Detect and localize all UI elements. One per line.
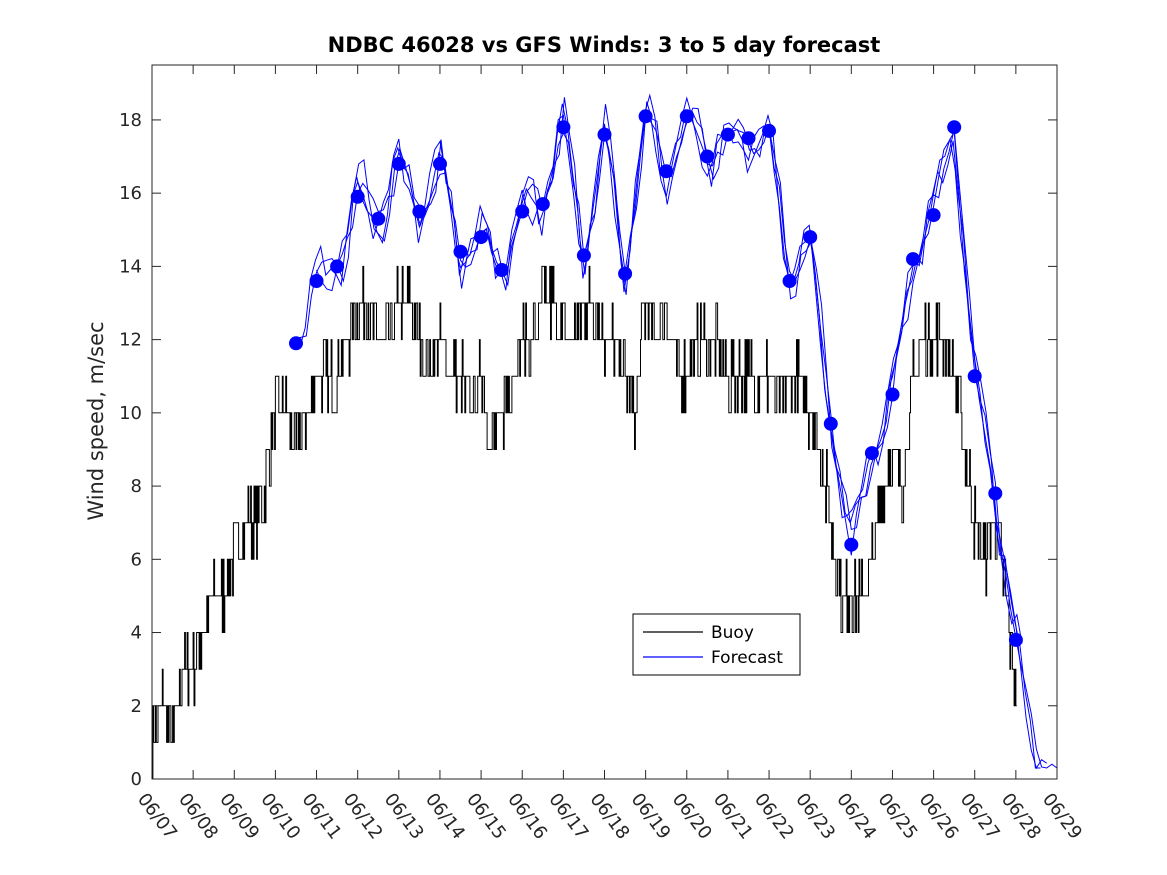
y-tick-label: 0 bbox=[131, 769, 142, 790]
forecast-marker bbox=[782, 274, 797, 288]
forecast-marker bbox=[515, 204, 530, 219]
forecast-marker bbox=[350, 189, 365, 204]
forecast-marker bbox=[576, 248, 591, 263]
forecast-marker bbox=[1008, 632, 1023, 647]
forecast-marker bbox=[433, 156, 447, 171]
forecast-marker bbox=[659, 164, 674, 179]
forecast-marker bbox=[289, 336, 303, 351]
forecast-marker bbox=[597, 127, 612, 142]
forecast-marker bbox=[988, 486, 1003, 501]
forecast-marker bbox=[638, 109, 653, 124]
forecast-marker bbox=[720, 127, 735, 142]
forecast-marker bbox=[823, 416, 838, 431]
y-tick-label: 6 bbox=[131, 549, 142, 570]
forecast-marker bbox=[885, 387, 900, 402]
buoy-series-line bbox=[151, 265, 1017, 780]
forecast-marker bbox=[700, 149, 715, 164]
legend-forecast-label: Forecast bbox=[711, 648, 783, 668]
forecast-marker bbox=[494, 263, 509, 277]
forecast-marker bbox=[309, 274, 324, 288]
forecast-marker bbox=[926, 208, 941, 223]
forecast-series-line-4 bbox=[332, 97, 1023, 644]
forecast-marker bbox=[535, 197, 550, 212]
forecast-marker bbox=[967, 369, 982, 384]
chart-title: NDBC 46028 vs GFS Winds: 3 to 5 day fore… bbox=[328, 33, 881, 57]
forecast-marker bbox=[412, 204, 427, 219]
forecast-marker bbox=[679, 109, 694, 124]
y-axis-label: Wind speed, m/sec bbox=[84, 321, 108, 520]
legend-buoy-label: Buoy bbox=[711, 623, 754, 643]
forecast-marker bbox=[330, 259, 345, 274]
forecast-marker bbox=[803, 230, 818, 245]
y-tick-label: 18 bbox=[119, 110, 142, 131]
forecast-marker bbox=[864, 446, 879, 461]
y-tick-label: 16 bbox=[119, 183, 142, 204]
y-tick-label: 10 bbox=[119, 403, 142, 424]
y-tick-label: 8 bbox=[131, 476, 142, 497]
forecast-marker bbox=[906, 252, 920, 267]
y-tick-label: 2 bbox=[131, 696, 142, 717]
legend: Buoy Forecast bbox=[632, 613, 801, 676]
forecast-marker bbox=[947, 120, 962, 135]
forecast-marker bbox=[391, 156, 406, 171]
y-tick-label: 4 bbox=[131, 623, 142, 644]
forecast-marker bbox=[371, 211, 386, 226]
forecast-marker bbox=[741, 131, 756, 146]
forecast-marker bbox=[556, 120, 571, 135]
forecast-marker bbox=[844, 537, 859, 552]
y-tick-label: 14 bbox=[119, 256, 142, 277]
forecast-marker bbox=[474, 230, 489, 245]
forecast-marker bbox=[618, 266, 633, 281]
legend-box bbox=[632, 613, 801, 676]
y-tick-label: 12 bbox=[119, 330, 142, 351]
forecast-marker bbox=[453, 244, 468, 259]
forecast-marker bbox=[762, 123, 776, 138]
